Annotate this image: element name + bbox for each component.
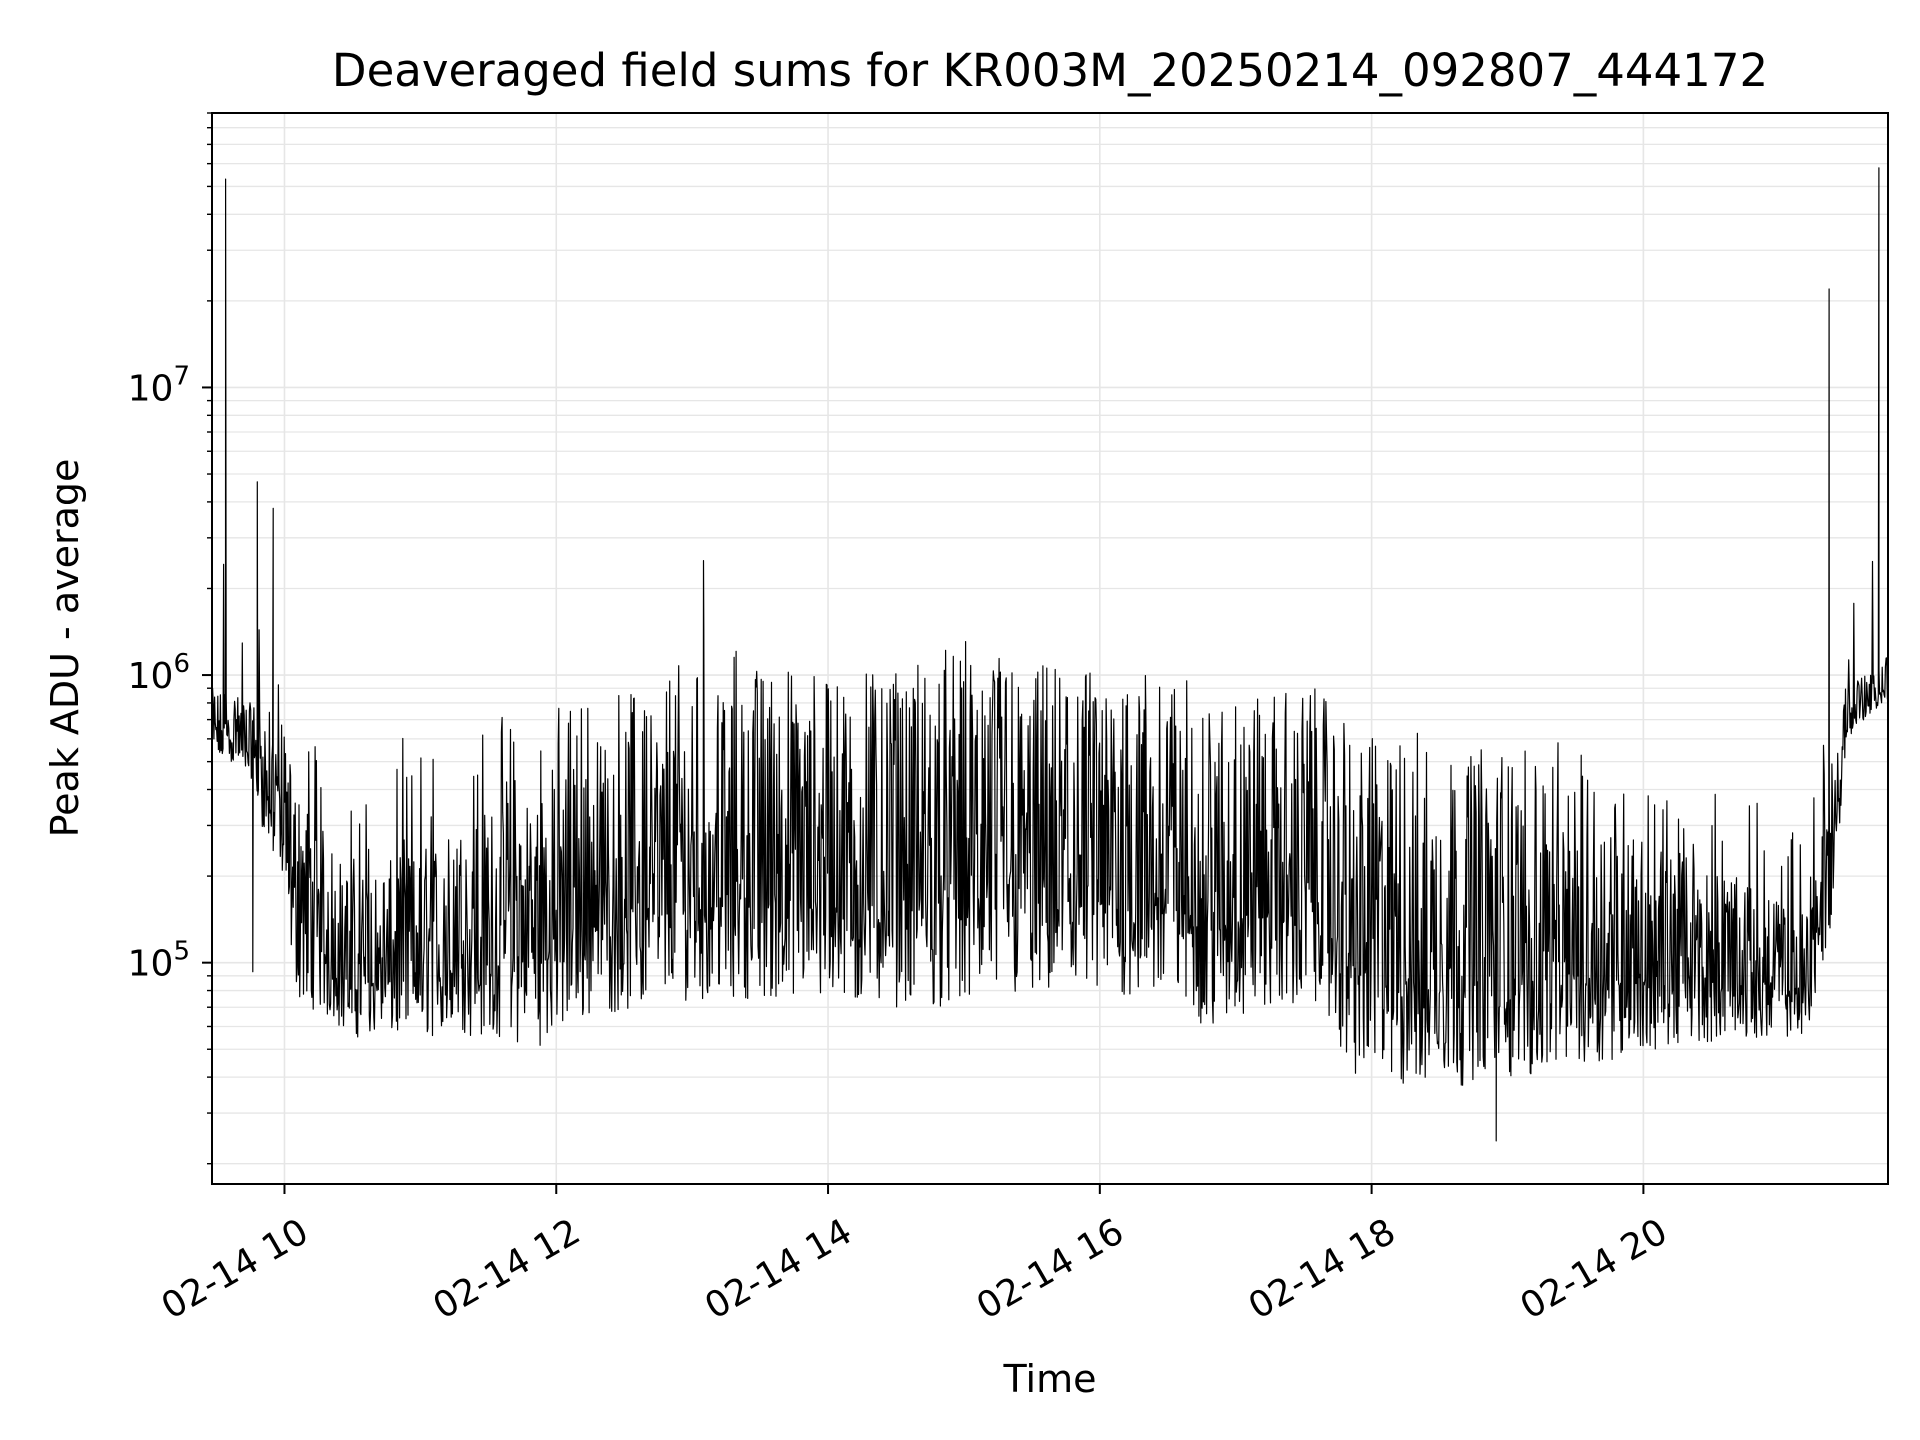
y-axis-label: Peak ADU - average bbox=[43, 459, 87, 838]
y-tick-label: 106 bbox=[128, 649, 190, 697]
chart-title: Deaveraged field sums for KR003M_2025021… bbox=[332, 44, 1768, 97]
peak-adu-trace bbox=[211, 167, 1889, 1142]
y-tick-label: 105 bbox=[128, 937, 190, 985]
plot-frame bbox=[211, 112, 1889, 1185]
series-line bbox=[211, 167, 1889, 1142]
y-tick-label: 107 bbox=[128, 361, 190, 409]
x-axis-label: Time bbox=[1003, 1357, 1097, 1401]
